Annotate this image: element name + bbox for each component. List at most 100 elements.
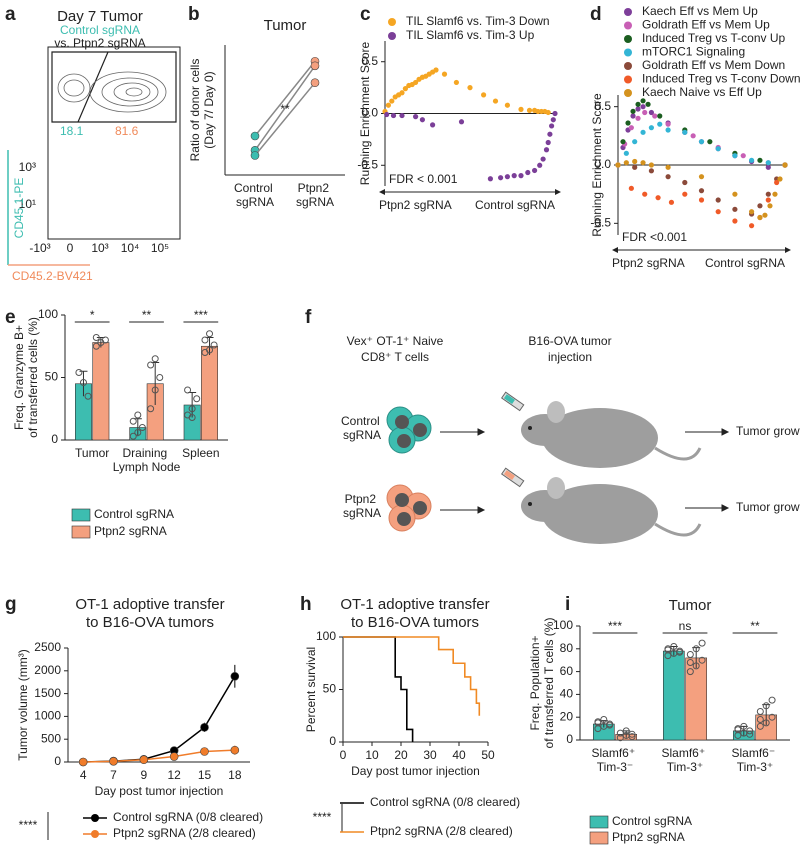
x-tick-label: 20 <box>394 748 408 762</box>
point <box>665 174 671 180</box>
y-tick-label: 500 <box>41 731 61 745</box>
data-point <box>92 342 100 350</box>
x-tick-label: 18 <box>228 768 242 782</box>
injection-label: B16-OVA tumor <box>528 334 611 348</box>
point <box>537 162 543 168</box>
panel-letter: e <box>5 307 16 328</box>
x-tick-label: 10⁴ <box>121 241 140 255</box>
flow-title: Day 7 Tumor <box>57 8 143 25</box>
series-line <box>254 82 316 156</box>
point <box>640 160 646 166</box>
data-point <box>740 722 748 730</box>
point <box>732 153 738 159</box>
point <box>749 157 755 163</box>
data-point <box>606 721 614 729</box>
contour <box>113 82 151 102</box>
data-point <box>79 379 87 386</box>
outcome-label: Tumor growth <box>736 500 800 514</box>
point <box>655 195 661 201</box>
y-tick-label: 100 <box>316 629 336 643</box>
x-tick-label: Draining Lymph Node <box>113 446 181 474</box>
point <box>765 160 771 166</box>
significance: ** <box>142 308 152 322</box>
legend-swatch <box>71 508 91 522</box>
data-point <box>138 424 146 431</box>
chart-title: OT-1 adoptive transfer <box>340 596 489 613</box>
point <box>628 125 634 131</box>
arrow-head <box>785 247 791 253</box>
point <box>732 191 738 197</box>
contour <box>125 87 143 97</box>
point <box>467 85 473 91</box>
cells-label: CD8⁺ T cells <box>361 350 429 364</box>
point <box>250 131 260 141</box>
legend-swatch <box>624 21 632 30</box>
data-point <box>201 336 209 344</box>
point <box>777 176 783 182</box>
arrow-head <box>379 189 385 195</box>
annotation: FDR < 0.001 <box>389 172 458 186</box>
data-point <box>616 729 624 737</box>
point <box>635 106 641 112</box>
point <box>757 214 763 221</box>
bar <box>92 342 110 441</box>
significance: ** <box>750 619 760 633</box>
legend-swatch <box>624 89 632 97</box>
y-tick-label: 10³ <box>19 160 36 174</box>
y-axis-label: Freq. Granzyme B+ <box>12 325 26 430</box>
point <box>78 757 88 767</box>
point <box>632 164 638 170</box>
y-tick-label: 0.0 <box>594 157 611 171</box>
point <box>385 102 391 108</box>
y-tick-label: 0.5 <box>361 54 378 68</box>
point <box>543 147 550 153</box>
y-tick-label: 2000 <box>34 663 61 677</box>
contour <box>57 73 91 103</box>
x-tick-label: -10³ <box>29 241 50 255</box>
point <box>630 108 636 114</box>
chart-title: to B16-OVA tumors <box>86 614 214 631</box>
chart-title: OT-1 adoptive transfer <box>75 596 224 613</box>
point <box>782 162 788 168</box>
data-point <box>75 369 83 376</box>
mouse <box>500 467 702 544</box>
y-tick-label: 60 <box>560 664 574 678</box>
gate <box>51 51 177 123</box>
point <box>632 139 638 145</box>
x-tick-label: 0 <box>67 241 74 255</box>
legend-label: TIL Slamf6 vs. Tim-3 Up <box>406 28 535 42</box>
data-point <box>692 645 700 653</box>
x-axis-label: Day post tumor injection <box>95 784 224 798</box>
point <box>504 102 510 108</box>
y-tick-label: -0.5 <box>590 216 611 230</box>
significance: **** <box>313 810 332 824</box>
direction-label: Control sgRNA <box>475 198 555 212</box>
point <box>511 173 517 179</box>
point <box>549 123 555 129</box>
point <box>250 151 260 160</box>
y-tick-label: 0 <box>54 754 61 768</box>
point <box>698 174 705 180</box>
point <box>749 209 755 215</box>
point <box>623 150 629 156</box>
data-point <box>768 696 776 704</box>
flow-plot: Day 7 Tumor Control sgRNA vs. Ptpn2 sgRN… <box>7 8 181 283</box>
x-axis-label: Day post tumor injection <box>351 764 480 778</box>
arrow-head <box>555 189 561 195</box>
point <box>525 169 531 176</box>
error-bar <box>79 370 88 397</box>
point <box>630 113 636 119</box>
series-line <box>83 749 235 763</box>
data-point <box>151 386 159 394</box>
point <box>620 139 626 145</box>
point <box>481 92 487 98</box>
point <box>441 71 448 77</box>
point <box>413 79 419 86</box>
point <box>169 752 179 761</box>
x-tick-label: Control sgRNA <box>234 181 276 209</box>
survival-curve <box>343 636 481 716</box>
point <box>698 139 705 145</box>
y-tick-label: 0.5 <box>594 99 611 113</box>
legend-swatch <box>388 18 396 26</box>
point <box>390 112 397 119</box>
